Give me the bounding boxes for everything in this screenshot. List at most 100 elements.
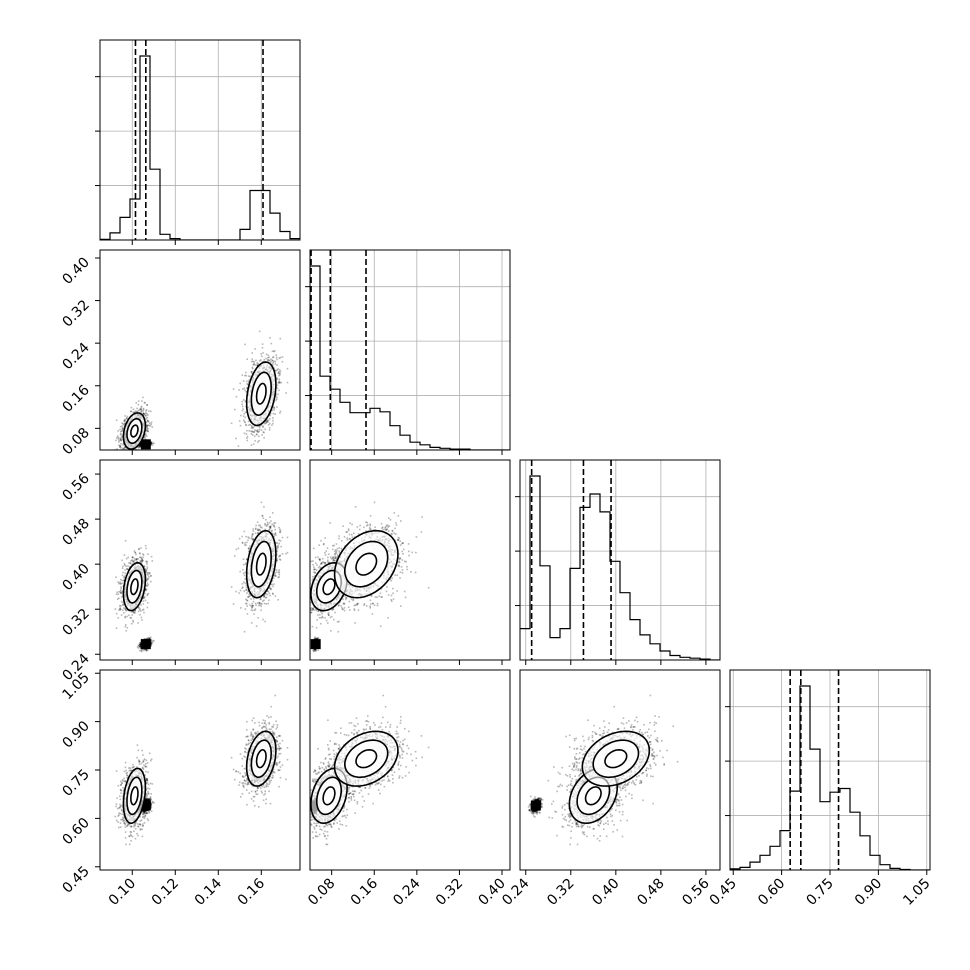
- sample-point: [251, 533, 254, 535]
- sample-point: [149, 424, 152, 427]
- sample-point: [142, 414, 145, 417]
- sample-point: [134, 448, 137, 450]
- sample-point: [276, 553, 278, 556]
- sample-point: [244, 608, 247, 610]
- sample-point: [118, 597, 120, 599]
- sample-point: [244, 400, 247, 402]
- sample-point: [125, 448, 128, 450]
- sample-point: [132, 408, 135, 411]
- sample-point: [144, 432, 147, 435]
- sample-point: [134, 551, 136, 554]
- sample-point: [116, 448, 118, 450]
- sample-point: [124, 419, 126, 421]
- sample-point: [150, 555, 153, 558]
- histogram-step: [100, 55, 300, 240]
- sample-point: [122, 604, 124, 606]
- sample-point: [255, 625, 258, 627]
- sample-point: [244, 571, 246, 574]
- sample-point: [278, 380, 280, 383]
- sample-point: [131, 556, 134, 559]
- sample-point: [145, 547, 147, 550]
- sample-point: [139, 643, 141, 646]
- sample-point: [263, 431, 265, 434]
- sample-point: [245, 589, 247, 591]
- sample-point: [145, 412, 147, 414]
- sample-point: [139, 444, 141, 446]
- sample-point: [120, 438, 122, 441]
- sample-point: [143, 611, 145, 614]
- sample-point: [150, 410, 152, 413]
- sample-point: [252, 360, 254, 363]
- sample-point: [259, 360, 261, 362]
- sample-point: [243, 387, 246, 390]
- sample-point: [133, 456, 135, 458]
- sample-point: [149, 575, 152, 577]
- sample-point: [277, 576, 279, 579]
- sample-point: [145, 648, 147, 651]
- sample-point: [278, 555, 280, 558]
- sample-point: [247, 375, 250, 377]
- sample-point: [119, 590, 122, 593]
- sample-point: [279, 559, 282, 561]
- sample-point: [139, 445, 142, 448]
- sample-point: [256, 362, 258, 364]
- sample-point: [143, 565, 145, 568]
- panel-2-0: 0.240.320.400.480.56: [59, 459, 301, 684]
- sample-point: [138, 645, 141, 647]
- sample-point: [142, 407, 145, 410]
- sample-point: [279, 529, 282, 532]
- sample-point: [235, 395, 238, 398]
- sample-point: [232, 603, 235, 605]
- sample-point: [243, 530, 246, 533]
- sample-point: [125, 609, 127, 611]
- sample-point: [141, 558, 143, 560]
- sample-point: [131, 563, 134, 565]
- sample-point: [116, 591, 118, 593]
- sample-point: [259, 530, 262, 532]
- sample-point: [119, 607, 121, 609]
- sample-point: [245, 589, 248, 591]
- sample-point: [138, 643, 141, 646]
- sample-point: [138, 547, 140, 550]
- sample-point: [120, 592, 123, 594]
- sample-point: [153, 442, 155, 445]
- sample-point: [117, 617, 120, 619]
- sample-point: [141, 648, 143, 651]
- sample-point: [271, 523, 273, 526]
- sample-point: [247, 383, 249, 386]
- sample-point: [265, 422, 267, 424]
- sample-point: [245, 584, 248, 587]
- sample-point: [147, 430, 149, 433]
- sample-point: [129, 562, 132, 564]
- sample-point: [268, 426, 271, 429]
- sample-point: [145, 648, 148, 651]
- sample-point: [268, 359, 270, 361]
- sample-point: [257, 362, 260, 365]
- sample-point: [263, 596, 265, 598]
- sample-point: [140, 557, 143, 560]
- sample-point: [262, 352, 264, 354]
- sample-point: [253, 431, 255, 433]
- sample-point: [146, 602, 149, 604]
- sample-point: [259, 524, 261, 527]
- sample-point: [125, 565, 127, 568]
- sample-point: [133, 561, 136, 564]
- sample-point: [274, 363, 277, 365]
- sample-point: [271, 350, 274, 352]
- sample-point: [132, 561, 135, 563]
- sample-point: [124, 564, 126, 566]
- sample-point: [123, 563, 126, 565]
- sample-point: [124, 423, 126, 425]
- sample-point: [238, 537, 241, 540]
- sample-point: [272, 585, 274, 588]
- sample-point: [251, 607, 253, 609]
- sample-point: [137, 403, 140, 406]
- sample-point: [241, 400, 243, 403]
- sample-point: [150, 641, 152, 643]
- sample-point: [245, 374, 247, 377]
- sample-point: [148, 637, 151, 640]
- sample-point: [140, 604, 142, 606]
- sample-point: [246, 541, 248, 544]
- sample-point: [244, 421, 246, 424]
- sample-point: [144, 638, 146, 640]
